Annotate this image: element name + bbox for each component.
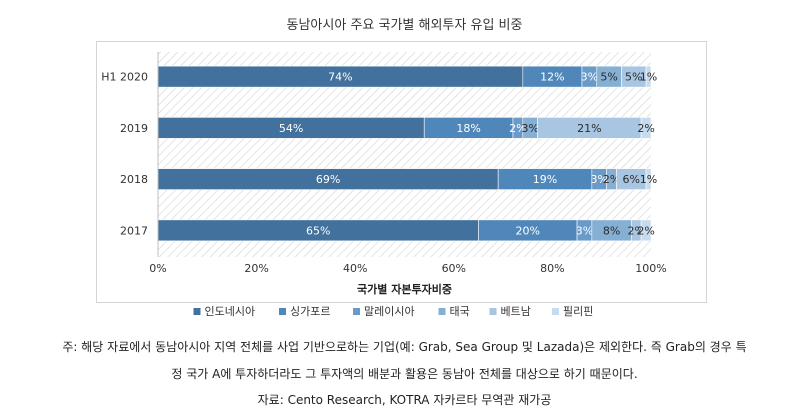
x-tick-label: 80% [540, 262, 564, 275]
data-label: 54% [279, 122, 303, 135]
legend-swatch [353, 308, 360, 315]
data-label: 2% [627, 224, 644, 237]
legend-label: 말레이시아 [364, 305, 415, 318]
chart-title: 동남아시아 주요 국가별 해외투자 유입 비중 [286, 18, 523, 33]
x-tick-label: 100% [635, 262, 666, 275]
data-label: 3% [576, 224, 593, 237]
legend-label: 태국 [450, 305, 470, 318]
footnote-line-2: 정 국가 A에 투자하더라도 그 투자액의 배분과 활용은 동남아 전체를 대상… [171, 367, 638, 381]
x-tick-label: 20% [244, 262, 268, 275]
x-axis-label: 국가별 자본투자비중 [357, 282, 452, 296]
footnote-line-1: 주: 해당 자료에서 동남아시아 지역 전체를 사업 기반으로하는 기업(예: … [62, 340, 747, 354]
x-tick-label: 60% [442, 262, 466, 275]
data-label: 1% [640, 173, 657, 186]
data-label: 5% [625, 71, 642, 84]
data-label: 74% [328, 71, 352, 84]
legend-label: 인도네시아 [205, 305, 256, 318]
bar-segment [640, 219, 652, 242]
legend-swatch [552, 308, 559, 315]
data-label: 1% [640, 71, 657, 84]
data-label: 12% [540, 71, 564, 84]
x-tick-label: 0% [149, 262, 166, 275]
bar-segment [640, 117, 652, 139]
data-label: 18% [456, 122, 480, 135]
chart-svg: 74% 12% 3% 5% 5%1%54% 18% 2%3% 21% 2%69% 19% 3%2% 6… [101, 52, 667, 318]
data-label: 5% [600, 71, 617, 84]
data-label: 3% [581, 71, 598, 84]
legend-swatch [489, 308, 497, 315]
data-label: 19% [533, 173, 557, 186]
data-label: 69% [316, 173, 340, 186]
data-label: 6% [623, 173, 640, 186]
legend-swatch [438, 308, 446, 315]
data-label: 8% [603, 224, 620, 237]
data-label: 3% [521, 122, 538, 135]
source-note: 자료: Cento Research, KOTRA 자카르타 무역관 재가공 [257, 393, 552, 407]
legend-swatch [193, 308, 201, 315]
category-label: 2018 [120, 173, 148, 186]
data-label: 20% [516, 224, 540, 237]
bar-segment [645, 168, 652, 190]
data-label: 21% [577, 122, 601, 135]
x-tick-label: 40% [343, 262, 367, 275]
category-label: 2019 [120, 122, 148, 135]
legend-label: 베트남 [501, 305, 531, 318]
data-label: 2% [603, 173, 620, 186]
data-label: 3% [591, 173, 608, 186]
data-label: 65% [306, 224, 330, 237]
category-label: H1 2020 [101, 71, 148, 84]
data-label: 2% [509, 122, 526, 135]
legend-label: 필리핀 [563, 305, 593, 318]
bar-segment [645, 65, 652, 88]
data-label: 2% [637, 122, 654, 135]
legend-swatch [279, 308, 286, 315]
data-label: 2% [637, 224, 654, 237]
category-label: 2017 [120, 224, 148, 237]
legend-label: 싱가포르 [290, 305, 330, 318]
